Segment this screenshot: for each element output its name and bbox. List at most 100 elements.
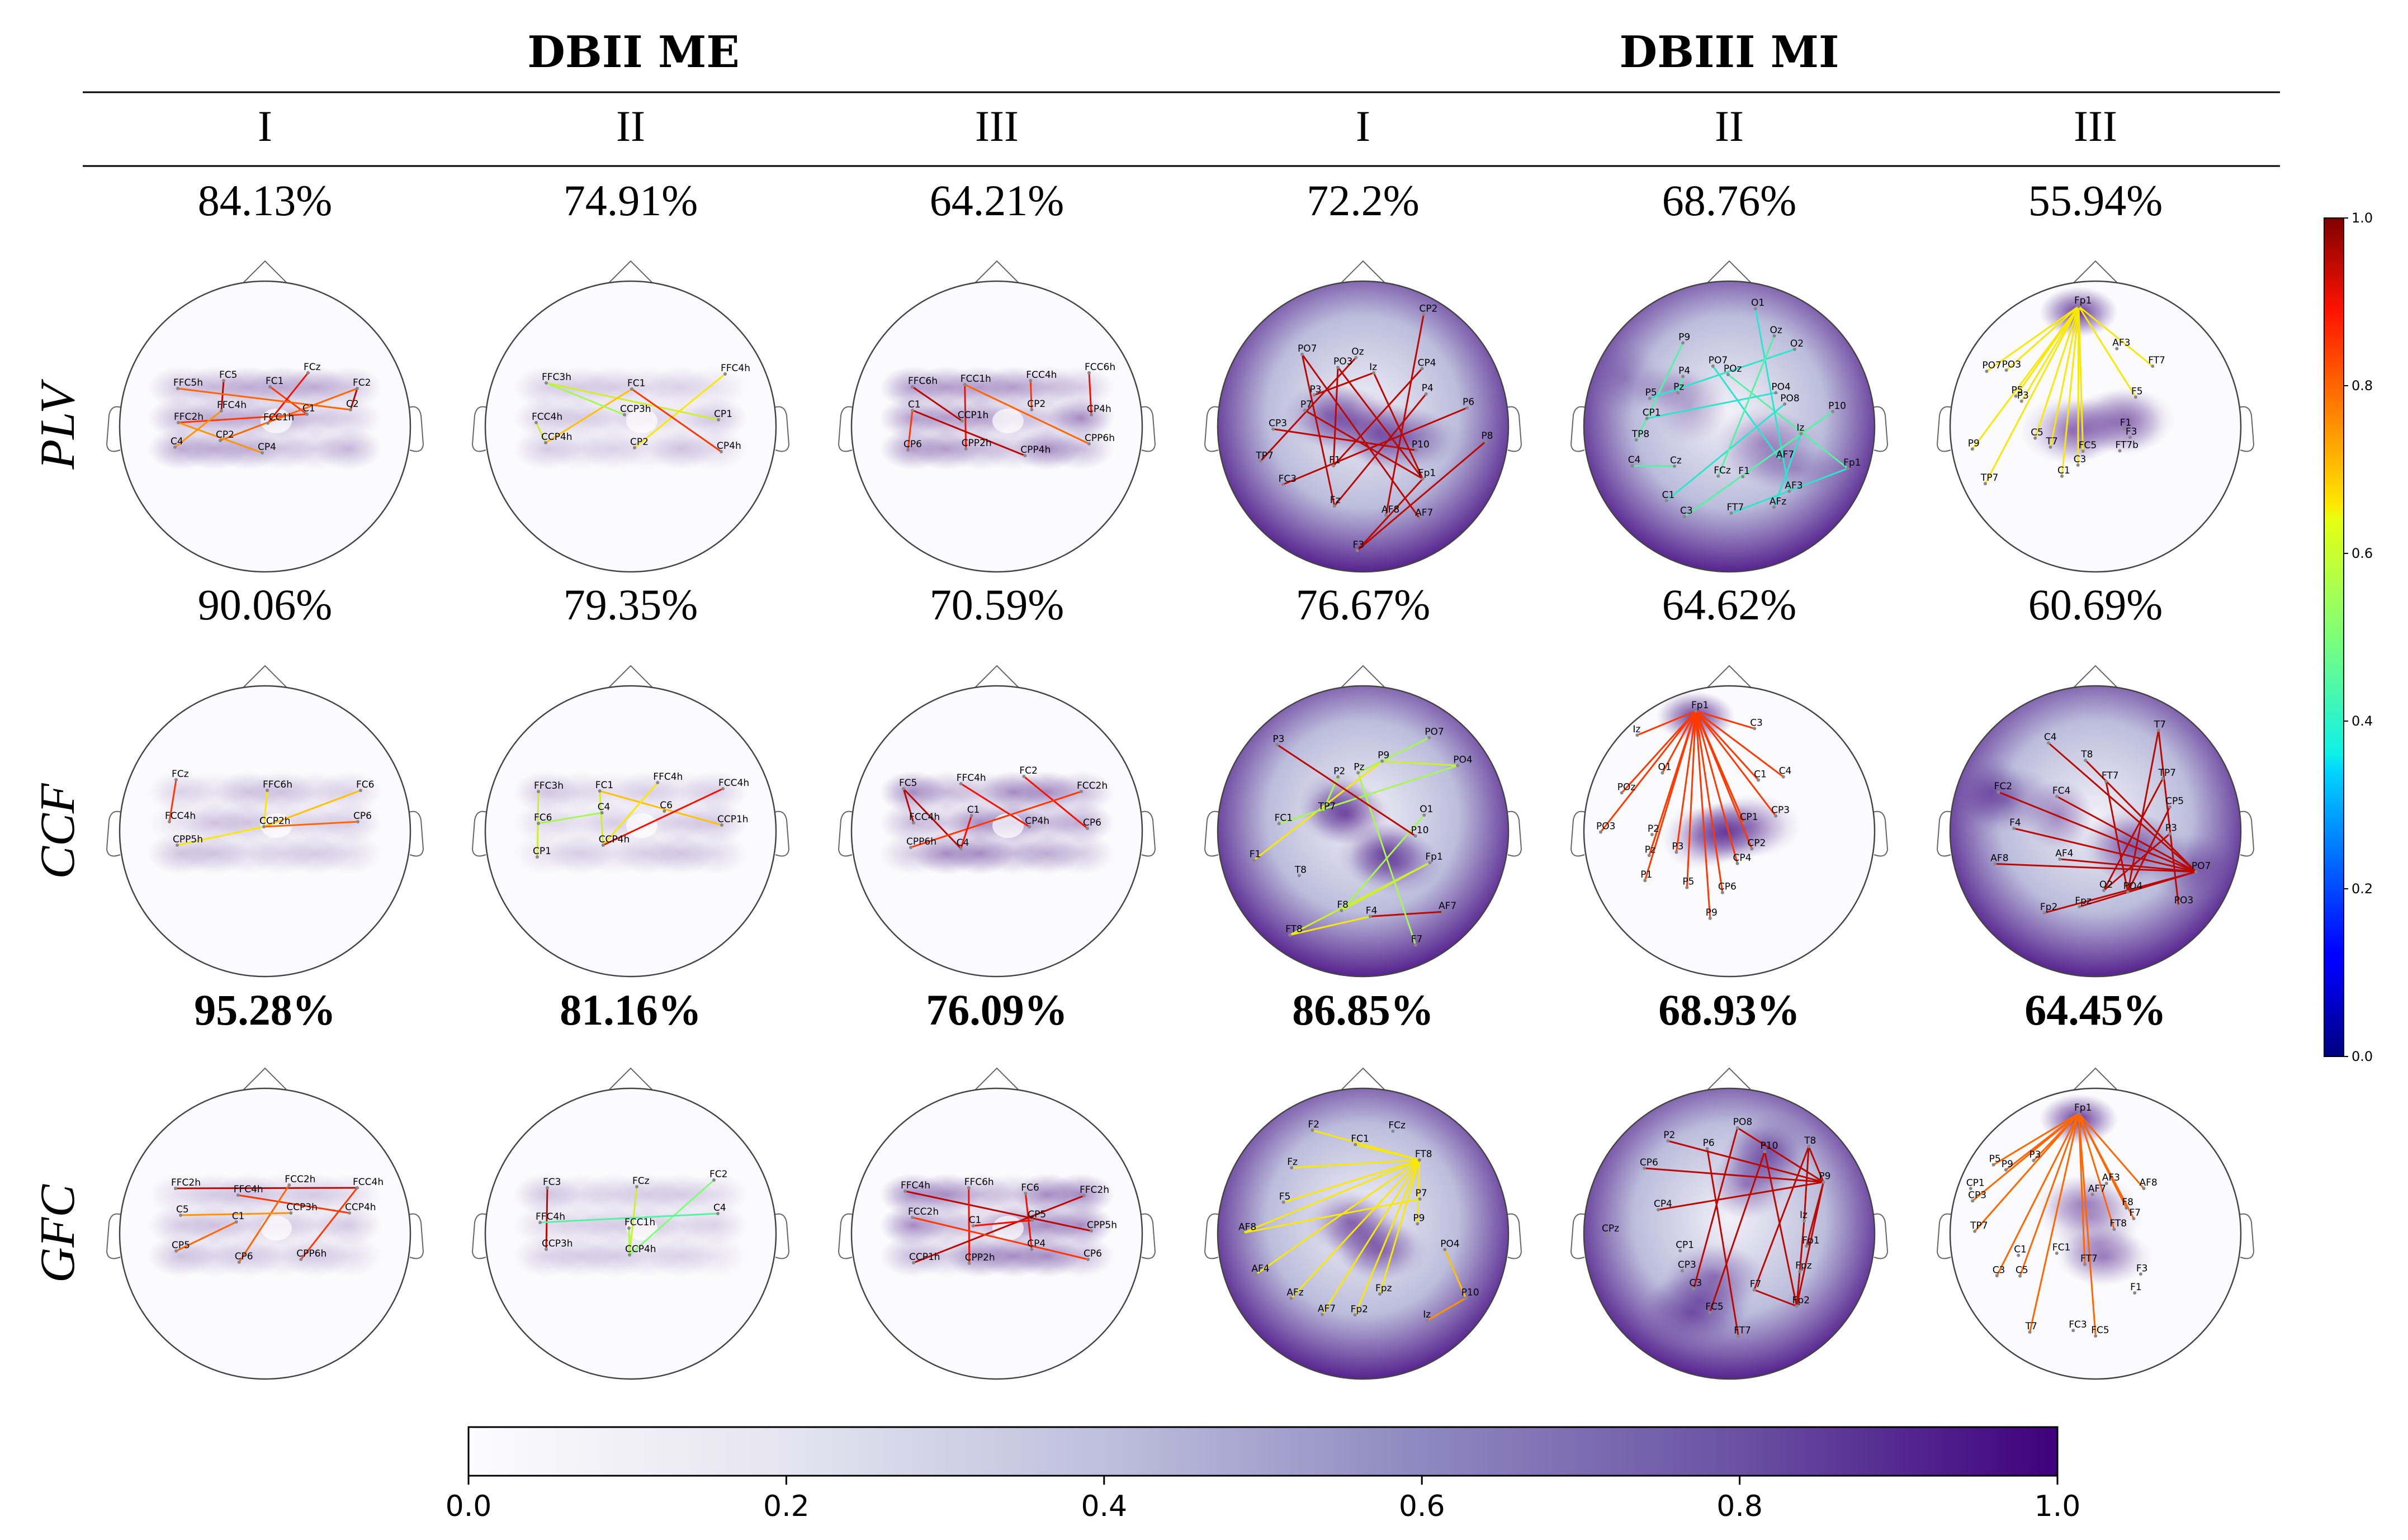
electrode-dot — [1271, 427, 1275, 431]
left-ear — [1936, 406, 1952, 452]
electrode-label: FCz — [172, 769, 189, 780]
electrode-label: C1 — [232, 1211, 245, 1222]
activation-blob — [315, 1204, 382, 1247]
connectivity-edge — [912, 386, 963, 422]
left-ear — [1204, 1213, 1220, 1259]
connectivity-edge — [1023, 775, 1088, 830]
connectivity-edge — [1313, 372, 1374, 396]
electrode-label: P4 — [1678, 366, 1690, 377]
connectivity-edge — [1684, 411, 1833, 518]
electrode-label: CP4h — [717, 440, 741, 452]
electrode-label: C4 — [598, 802, 611, 813]
right-ear — [774, 406, 790, 452]
electrode-label: PO8 — [1733, 1117, 1752, 1128]
electrode-label: Fp2 — [1792, 1295, 1810, 1306]
electrode-dot — [967, 1262, 971, 1265]
electrode-dot — [1783, 402, 1787, 406]
right-ear — [1140, 811, 1156, 857]
electrode-dot — [2055, 1252, 2059, 1255]
connectivity-edge — [1373, 372, 1424, 480]
electrode-dot — [1831, 410, 1835, 414]
electrode-label: Oz — [1351, 347, 1364, 358]
electrode-label: Iz — [1796, 423, 1804, 434]
topoplot: Fp1 AF7 AF3 AFz F1 FT7 FCz C3 C1 Cz C4 TP8 CP1 P5 Pz P4… — [1570, 260, 1889, 573]
electrode-label: C4 — [1628, 454, 1641, 466]
electrode-dot — [2126, 890, 2130, 894]
connectivity-edge — [907, 410, 914, 451]
topoplot-grid: 84.13% 74.91% 64.21% 72.2% 68.76% 55.94% 90.06… — [106, 176, 2255, 1380]
electrode-label: C3 — [1680, 505, 1693, 517]
electrode-label: FC1 — [2052, 1242, 2070, 1253]
electrode-dot — [2151, 364, 2155, 368]
electrode-dot — [234, 1220, 238, 1224]
electrode-dot — [1456, 764, 1460, 767]
connectivity-edge — [1695, 710, 1784, 778]
electrode-label: FC1 — [266, 376, 283, 387]
activation-blob — [1047, 1204, 1114, 1247]
electrode-label: FFC6h — [964, 1177, 994, 1188]
electrode-label: Fp2 — [2040, 902, 2057, 913]
connectivity-edge — [2078, 1113, 2086, 1264]
electrode-label: AFz — [1770, 496, 1786, 507]
electrode-dot — [1660, 771, 1664, 775]
electrode-dot — [1803, 1219, 1806, 1222]
electrode-dot — [2058, 857, 2062, 861]
electrode-label: P3 — [1310, 384, 1322, 395]
accuracy-label: 72.2% — [1307, 176, 1419, 225]
topoplot: FFC5h FC5 FC1 FCz FC2 FFC2h FFC4h FCC1h C1 C2 C4 CP… — [106, 260, 424, 573]
electrode-label: CCP4h — [625, 1244, 656, 1255]
electrode-dot — [1424, 392, 1428, 396]
electrode-dot — [1277, 822, 1281, 826]
electrode-label: FC3 — [1279, 473, 1297, 485]
connectivity-edge — [1695, 710, 1777, 817]
electrode-label: P9 — [1413, 1212, 1425, 1224]
connectivity-edge — [545, 388, 632, 444]
electrode-dot — [912, 821, 915, 825]
left-ear — [1570, 811, 1586, 857]
nose — [2073, 665, 2118, 689]
electrode-label: AFz — [1286, 1287, 1303, 1299]
connectivity-edge — [1754, 308, 1790, 492]
connectivity-edge — [1370, 911, 1444, 917]
electrode-dot — [1259, 459, 1262, 463]
connectivity-edge — [1995, 863, 2196, 873]
connectivity-edge — [1621, 710, 1697, 794]
electrode-label: F8 — [2122, 1197, 2133, 1208]
nose — [1706, 665, 1752, 689]
electrode-label: AF4 — [1251, 1263, 1269, 1274]
electrode-label: P10 — [1761, 1140, 1778, 1152]
electrode-dot — [168, 820, 171, 823]
electrode-label: P9 — [1678, 331, 1690, 343]
connectivity-edge — [1974, 1113, 2080, 1232]
electrode-dot — [600, 811, 604, 814]
electrode-dot — [174, 1249, 178, 1253]
electrode-dot — [1465, 406, 1469, 410]
connectivity-edge — [913, 1195, 1085, 1264]
electrode-label: P8 — [1481, 430, 1493, 442]
colorbar-right-tick-label: 0.8 — [2352, 378, 2373, 394]
electrode-label: CCP1h — [958, 410, 989, 421]
electrode-dot — [1635, 733, 1639, 737]
electrode-label: Fp1 — [2074, 1102, 2092, 1113]
electrode-dot — [1417, 1158, 1421, 1162]
connectivity-edge — [1337, 367, 1423, 480]
electrode-dot — [2132, 1217, 2136, 1220]
electrode-dot — [1642, 1166, 1646, 1170]
right-ear — [1140, 406, 1156, 452]
colorbar-right-tick-label: 1.0 — [2352, 210, 2373, 226]
connectivity-edge — [1301, 354, 1421, 519]
activation-blob — [315, 1173, 382, 1216]
electrode-dot — [1753, 727, 1757, 731]
electrode-dot — [2077, 305, 2080, 308]
left-ear — [838, 811, 854, 857]
electrode-dot — [1778, 458, 1782, 462]
electrode-label: CP6 — [1083, 817, 1101, 828]
connectivity-edge — [634, 373, 726, 449]
group-title-dbiii: DBIII MI — [1619, 27, 1839, 78]
electrode-label: AF3 — [2102, 1172, 2120, 1183]
electrode-label: FC5 — [899, 778, 917, 789]
electrode-label: C5 — [2031, 427, 2043, 438]
connectivity-edge — [2103, 778, 2164, 891]
electrode-dot — [967, 1186, 971, 1190]
electrode-label: CPP2h — [965, 1252, 995, 1263]
